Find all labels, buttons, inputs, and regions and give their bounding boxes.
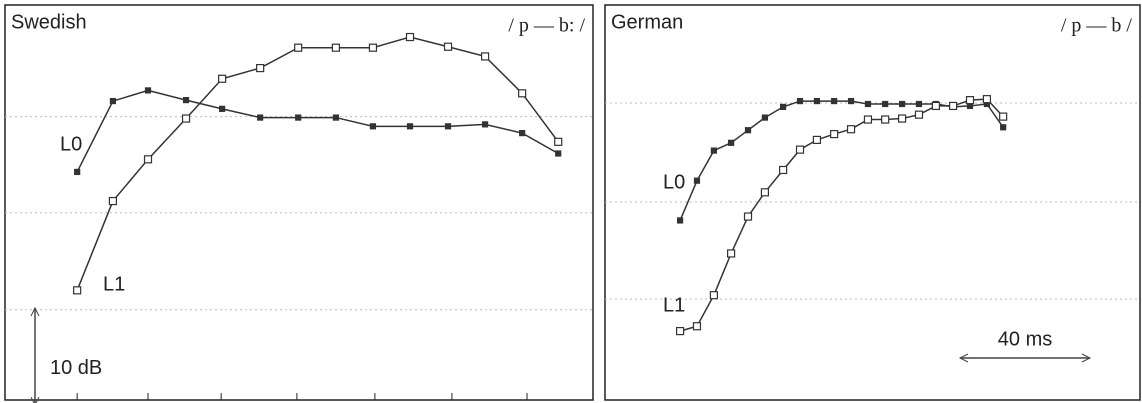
data-point [812, 135, 822, 145]
data-point [74, 168, 81, 176]
data-point [949, 101, 958, 111]
data-point [368, 43, 378, 52]
data-point [863, 115, 873, 124]
data-point [554, 137, 563, 146]
data-point [881, 115, 890, 124]
data-point [444, 123, 452, 130]
data-point [443, 42, 453, 51]
scale-label: 10 dB [50, 357, 102, 379]
data-point [219, 105, 226, 112]
data-point [676, 217, 684, 224]
data-point [218, 74, 227, 83]
data-point [796, 97, 804, 105]
data-point [294, 43, 303, 52]
data-point [480, 52, 490, 61]
data-point [982, 95, 992, 104]
data-point [915, 100, 923, 108]
data-point [743, 212, 753, 221]
data-point [813, 97, 821, 105]
series-line [679, 100, 1004, 221]
data-point [760, 188, 770, 197]
data-point [692, 322, 702, 331]
data-point [795, 145, 805, 154]
data-point [999, 112, 1008, 121]
data-point [761, 114, 769, 121]
data-point [914, 110, 924, 119]
data-point [182, 97, 190, 104]
series-line [679, 98, 1004, 332]
data-point [780, 103, 787, 111]
data-point [295, 114, 302, 121]
data-point [693, 177, 701, 184]
series-label: L1 [663, 294, 685, 316]
data-point [331, 43, 340, 52]
data-point [73, 286, 82, 295]
series-label: L0 [663, 171, 685, 193]
data-point [779, 165, 788, 175]
data-point [897, 114, 907, 123]
data-point [481, 121, 489, 128]
series-line [76, 36, 559, 291]
data-point [931, 101, 940, 111]
data-point [144, 87, 152, 94]
data-point [728, 139, 735, 146]
data-point [518, 89, 527, 98]
data-point [744, 127, 752, 134]
panel-subtitle: / p — b / [1061, 15, 1133, 37]
data-point [405, 32, 415, 42]
data-point [256, 63, 265, 73]
panel-title: Swedish [11, 11, 87, 33]
arrow-head [30, 306, 40, 403]
data-point [109, 97, 117, 105]
data-point [1000, 124, 1007, 131]
data-point [882, 100, 889, 108]
data-point [369, 123, 377, 130]
data-point [257, 114, 264, 121]
scale-label: 40 ms [998, 328, 1052, 350]
data-point [108, 196, 118, 206]
data-point [555, 150, 562, 157]
arrow-head [958, 353, 1092, 363]
data-point [727, 249, 736, 258]
data-point [519, 130, 526, 137]
data-point [710, 147, 717, 154]
series-label: L1 [103, 273, 125, 295]
data-point [864, 100, 872, 108]
panel-title: German [611, 11, 683, 33]
panel-subtitle: / p — b: / [508, 15, 585, 37]
data-point [143, 155, 153, 164]
data-point [847, 97, 855, 105]
series-line [76, 89, 559, 173]
series-label: L0 [60, 133, 82, 155]
data-point [181, 114, 191, 123]
data-point [830, 129, 839, 139]
data-point [965, 96, 975, 105]
data-point [406, 123, 414, 130]
panel-frame [4, 4, 594, 401]
data-point [846, 125, 856, 134]
data-point [898, 100, 906, 108]
data-point [709, 291, 718, 300]
data-point [675, 326, 685, 336]
data-point [332, 114, 339, 121]
data-point [831, 97, 838, 105]
